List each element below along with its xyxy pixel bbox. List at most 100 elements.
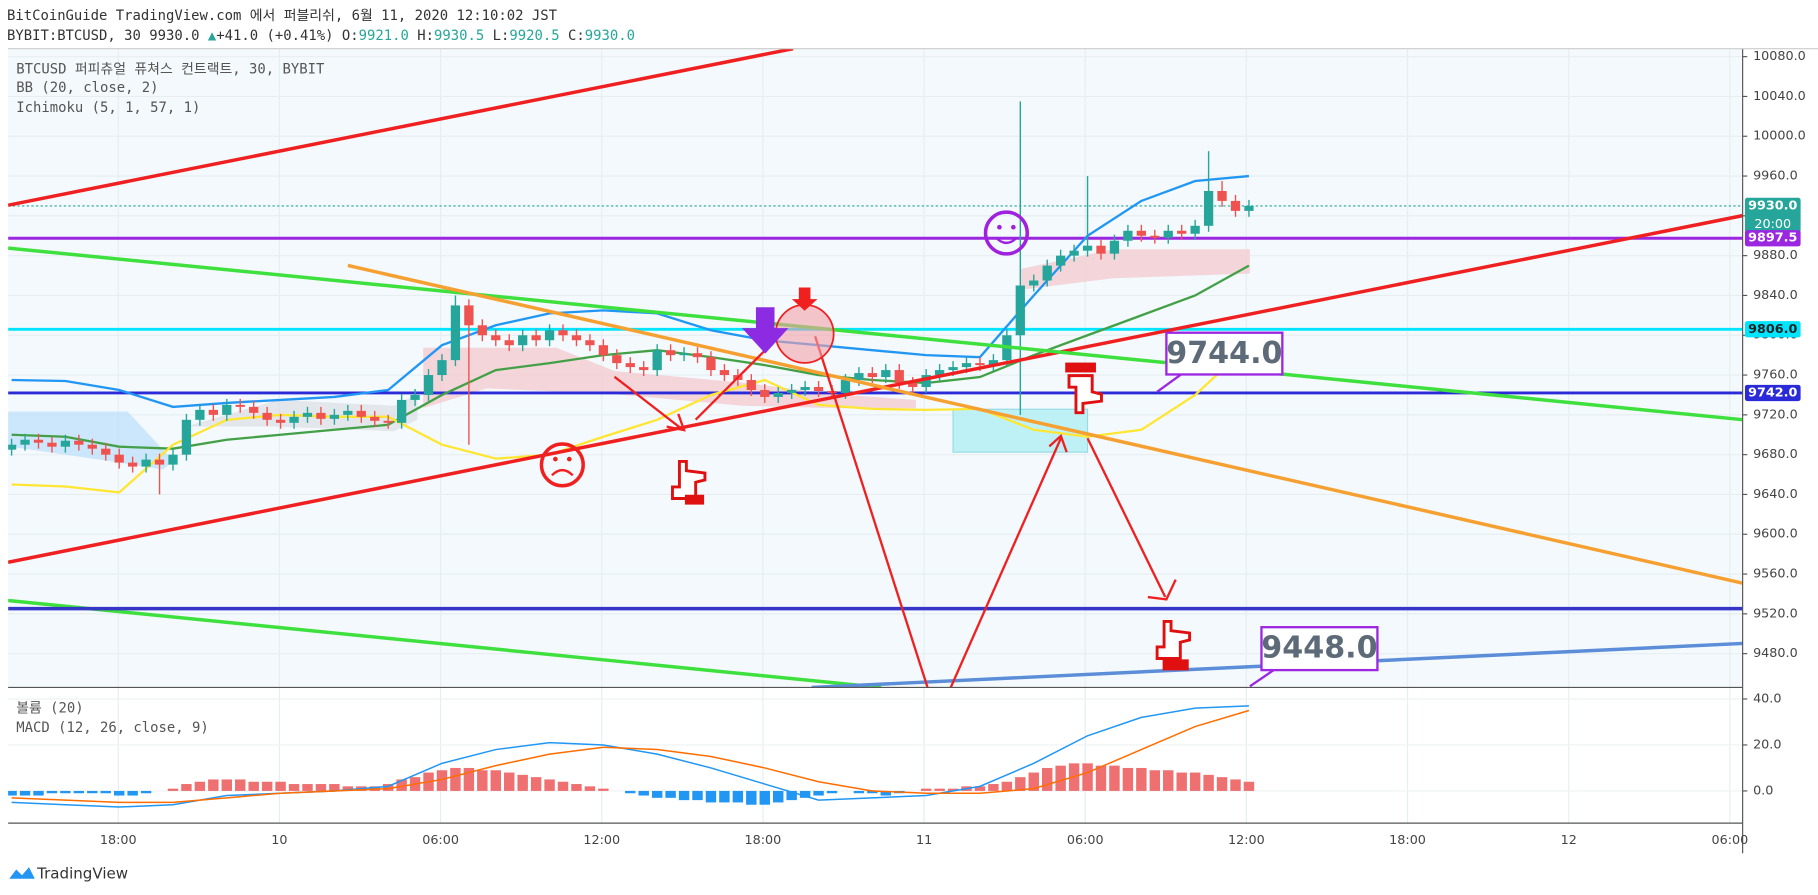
drawings <box>8 48 1743 688</box>
y-tick-label: 20.0 <box>1753 737 1781 752</box>
histogram-bar <box>1176 772 1187 791</box>
histogram-bar <box>759 790 770 805</box>
histogram-bar <box>638 790 649 796</box>
histogram-bar <box>167 788 179 791</box>
macd-line <box>11 705 1249 808</box>
candle-body <box>128 462 138 467</box>
candle-body <box>1056 255 1066 266</box>
candle-body <box>1096 245 1106 254</box>
change: +41.0 (+0.41%) <box>216 28 333 44</box>
candle-body <box>894 370 904 384</box>
candle-body <box>101 448 111 455</box>
histogram-bar <box>813 790 824 796</box>
ohlc-value: 9921.0 <box>359 28 409 44</box>
macd <box>8 705 1255 808</box>
candle-body <box>1042 265 1052 281</box>
histogram-bar <box>194 781 206 791</box>
y-tick-label: 9880.0 <box>1753 248 1798 263</box>
candle-body <box>800 386 810 390</box>
histogram-bar <box>1109 765 1120 791</box>
candle-body <box>235 404 245 407</box>
histogram-bar <box>988 784 999 791</box>
price-label-box <box>1744 197 1801 233</box>
candle-body <box>612 355 622 364</box>
candle-body <box>410 394 420 400</box>
histogram-bar <box>248 781 259 791</box>
x-tick-label: 11 <box>916 833 932 848</box>
x-tick-label: 10 <box>271 833 287 848</box>
histogram-bar <box>87 790 98 794</box>
candle-body <box>840 380 851 393</box>
candle-body <box>1217 190 1227 201</box>
histogram-bar <box>302 784 313 791</box>
candle-body <box>1244 205 1254 211</box>
ohlc-value: 9930.0 <box>585 28 635 44</box>
candle-body <box>329 414 340 419</box>
histogram-bar <box>1095 765 1107 791</box>
candle-body <box>289 416 299 423</box>
candle-body <box>1029 280 1039 286</box>
histogram-bar <box>678 790 690 801</box>
candle-body <box>60 440 71 447</box>
indicator-line <box>11 174 1250 409</box>
x-tick-label: 06:00 <box>422 833 459 848</box>
candle-body <box>464 305 474 326</box>
candle-body <box>813 386 824 391</box>
candle-body <box>141 459 151 467</box>
histogram-bar <box>692 790 703 801</box>
histogram-bar <box>477 770 488 791</box>
y-tick-label: 9720.0 <box>1753 407 1798 422</box>
histogram-bar <box>705 790 717 803</box>
candle-body <box>867 373 877 378</box>
candle-body <box>1082 245 1093 251</box>
candle-body <box>1203 190 1214 226</box>
legend-indicator: BB (20, close, 2) <box>16 80 158 96</box>
histogram-bar <box>235 779 246 791</box>
candle-body <box>1190 225 1200 234</box>
x-tick-label: 12:00 <box>583 833 620 848</box>
candle-body <box>1123 230 1133 241</box>
histogram-bar <box>1203 774 1214 791</box>
y-tick-label: 9560.0 <box>1753 567 1798 582</box>
ohlc-value: 9920.5 <box>509 28 559 44</box>
candle-body <box>598 345 609 356</box>
candle-body <box>450 305 461 361</box>
histogram-bar <box>275 781 286 791</box>
candle-body <box>961 363 972 368</box>
histogram-bar <box>571 784 582 791</box>
histogram-bar <box>867 790 878 794</box>
grid <box>8 48 1743 824</box>
candle-body <box>8 444 17 450</box>
candle-body <box>302 412 313 417</box>
histogram-bar <box>1163 770 1174 791</box>
histogram-bar <box>665 790 676 798</box>
histogram-bar <box>544 779 555 791</box>
y-tick-label: 0.0 <box>1753 783 1773 798</box>
ohlc-key: O: <box>342 28 359 44</box>
histogram-bar <box>732 790 744 803</box>
candle-body <box>921 375 931 387</box>
histogram-bar <box>934 788 945 791</box>
logo <box>9 867 35 879</box>
candle-body <box>773 392 783 397</box>
histogram-bar <box>584 786 596 791</box>
x-tick-label: 06:00 <box>1712 833 1749 848</box>
candle-body <box>249 406 259 413</box>
symbol: BYBIT:BTCUSD, 30 <box>7 28 141 44</box>
histogram-bar <box>382 784 394 791</box>
y-tick-label: 9840.0 <box>1753 288 1798 303</box>
histogram-bar <box>436 770 448 791</box>
candle-body <box>1177 230 1187 234</box>
candle-body <box>154 459 165 465</box>
y-tick-label: 10040.0 <box>1753 89 1806 104</box>
candle-body <box>787 389 797 393</box>
candle-body <box>948 367 958 371</box>
histogram-bar <box>73 790 85 794</box>
candle-body <box>639 367 649 371</box>
histogram-bar <box>719 790 730 803</box>
ohlc-value: 9930.5 <box>434 28 484 44</box>
histogram-bar <box>746 790 757 805</box>
candle-body <box>746 380 756 390</box>
histogram-bar <box>329 784 340 791</box>
